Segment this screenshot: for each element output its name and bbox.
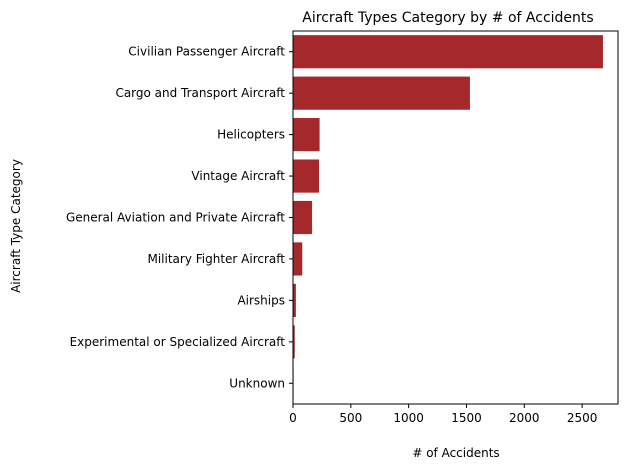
y-tick-label: Experimental or Specialized Aircraft — [70, 335, 286, 349]
y-tick-label: Cargo and Transport Aircraft — [115, 86, 285, 100]
x-tick-label: 2000 — [509, 411, 540, 425]
x-tick-label: 1000 — [393, 411, 424, 425]
bars-group — [293, 35, 603, 400]
y-axis-ticks: Civilian Passenger Aircraft Cargo and Tra… — [66, 45, 293, 390]
y-tick-label: General Aviation and Private Aircraft — [66, 211, 285, 225]
y-tick-label: Airships — [237, 293, 285, 307]
chart-title: Aircraft Types Category by # of Accident… — [302, 10, 593, 26]
x-axis-ticks: 0 500 1000 1500 2000 2500 — [289, 404, 597, 425]
y-tick-label: Military Fighter Aircraft — [147, 252, 285, 266]
bar — [293, 35, 603, 69]
x-tick-label: 2500 — [567, 411, 598, 425]
bar — [293, 76, 470, 110]
bar — [293, 325, 295, 359]
bar — [293, 159, 320, 193]
plot-frame — [292, 30, 619, 405]
bar — [293, 242, 303, 276]
bar — [293, 200, 313, 235]
x-tick-label: 0 — [289, 411, 297, 425]
x-tick-label: 1500 — [451, 411, 482, 425]
y-tick-label: Civilian Passenger Aircraft — [128, 45, 285, 59]
x-tick-label: 500 — [339, 411, 362, 425]
y-axis-label: Aircraft Type Category — [9, 159, 23, 293]
y-tick-label: Helicopters — [217, 128, 285, 142]
y-tick-label: Vintage Aircraft — [191, 169, 285, 183]
x-axis-label: # of Accidents — [412, 446, 499, 460]
bar — [293, 283, 296, 317]
y-tick-label: Unknown — [229, 376, 285, 390]
bar — [293, 118, 320, 152]
